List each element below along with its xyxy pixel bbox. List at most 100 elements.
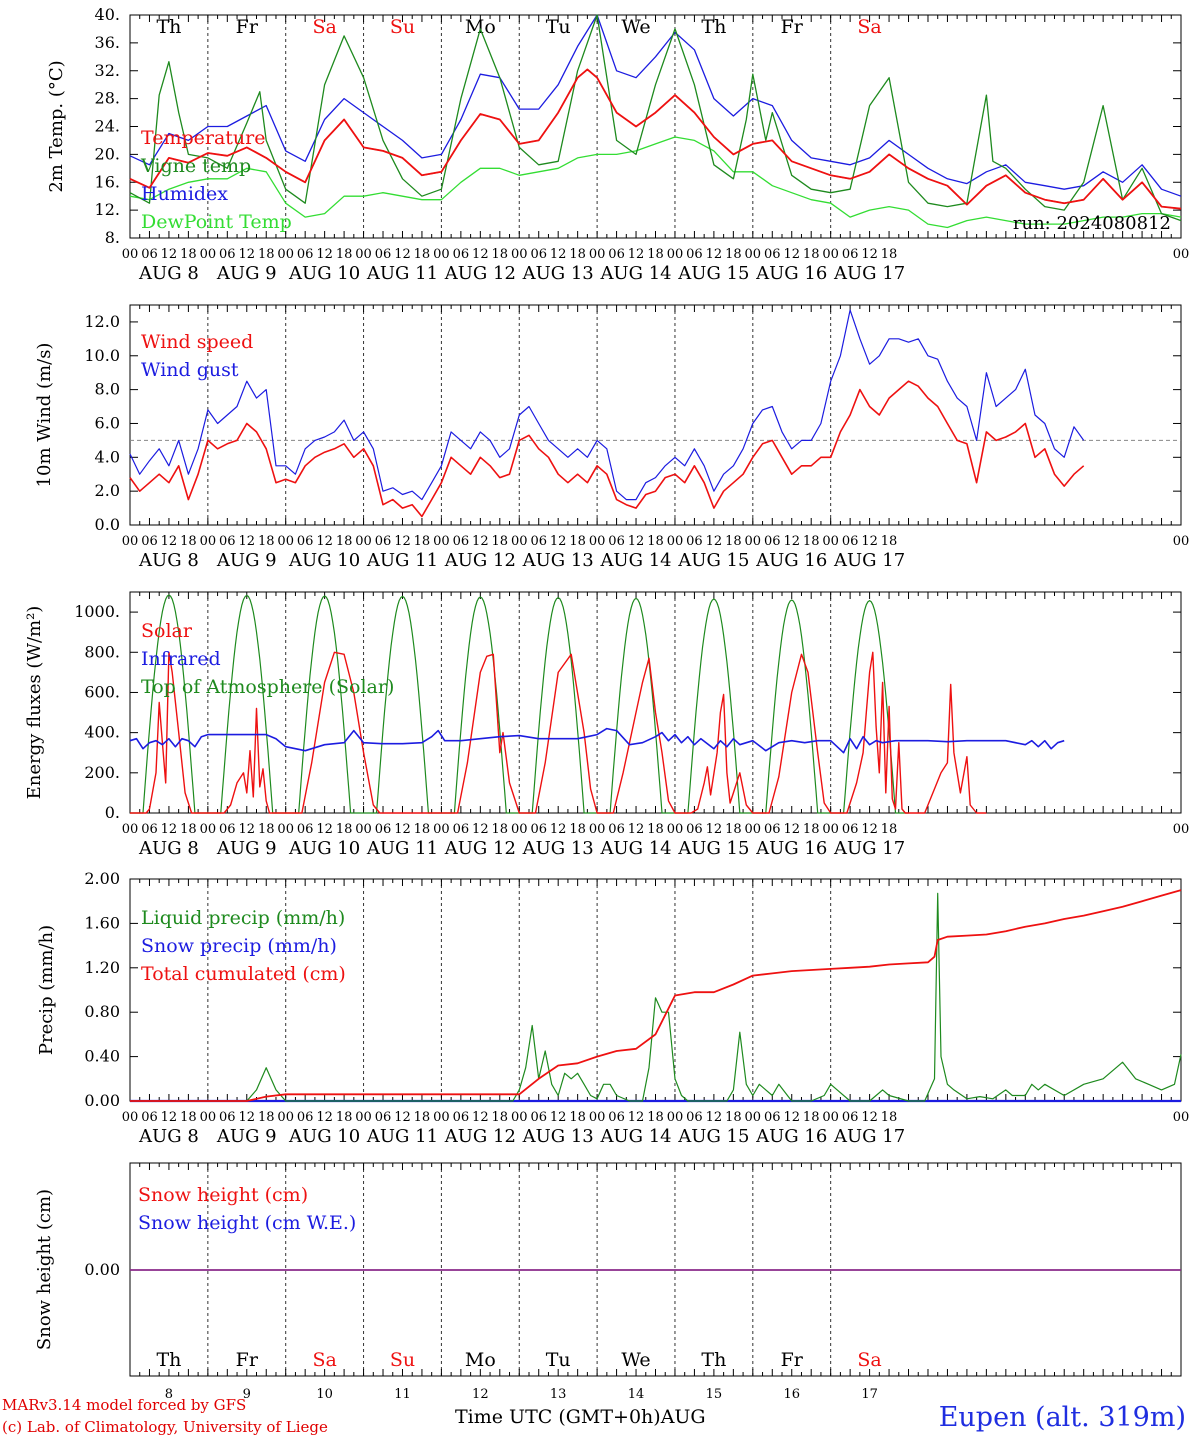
hour-tick-label: 00 [745,247,762,262]
y-tick-label: 0.00 [84,1091,120,1110]
y-tick-label: 0. [105,803,120,822]
date-label: AUG 13 [522,550,594,571]
series-line [129,309,1085,501]
date-label: AUG 17 [833,838,905,859]
hour-tick-label: 00 [433,534,450,549]
legend-entry: Snow precip (mm/h) [141,935,337,957]
hour-tick-label: 12 [861,822,878,837]
date-label: AUG 9 [216,263,277,284]
date-label: AUG 9 [216,838,277,859]
hour-tick-label: 00 [277,534,294,549]
hour-tick-label: 06 [842,822,859,837]
hour-tick-label: 12 [239,534,256,549]
hour-tick-label: 06 [686,822,703,837]
day-number-label: 17 [861,1387,878,1402]
day-name-label: Th [701,16,726,38]
series-line [129,136,1182,229]
hour-tick-label: 00 [822,247,839,262]
hour-tick-label: 06 [297,534,314,549]
hour-tick-label: 06 [764,247,781,262]
date-label: AUG 11 [366,838,438,859]
hour-tick-label: 06 [686,1110,703,1125]
y-tick-label: 16. [95,172,120,191]
hour-tick-label: 06 [375,247,392,262]
y-tick-label: 200. [84,763,120,782]
hour-tick-label: 06 [375,822,392,837]
hour-tick-label: 18 [336,534,353,549]
hour-tick-label: 12 [550,1110,567,1125]
hour-tick-label: 18 [803,1110,820,1125]
day-name-label: Fr [236,1349,259,1371]
legend-entry: Liquid precip (mm/h) [141,907,345,929]
hour-tick-label: 00 [589,247,606,262]
date-label: AUG 14 [599,838,671,859]
hour-tick-label: 06 [453,822,470,837]
day-name-label: Fr [781,16,804,38]
hour-tick-label: 00 [511,534,528,549]
date-label: AUG 11 [366,1126,438,1147]
y-tick-label: 40. [95,5,120,24]
day-name-label: We [621,1349,650,1371]
hour-tick-label: 18 [647,247,664,262]
hour-tick-label: 00 [1173,534,1190,549]
hour-tick-label: 18 [492,1110,509,1125]
y-tick-label: 800. [84,642,120,661]
day-name-label: Mo [465,1349,496,1371]
hour-tick-label: 12 [628,247,645,262]
hour-tick-label: 12 [628,534,645,549]
hour-tick-label: 12 [472,822,489,837]
date-label: AUG 14 [599,263,671,284]
y-tick-label: 1.20 [84,958,120,977]
day-name-label: Tu [546,16,571,38]
y-tick-label: 28. [95,89,120,108]
date-label: AUG 12 [444,263,516,284]
date-label: AUG 15 [677,263,749,284]
run-annotation: run: 2024080812 [1013,213,1171,234]
day-number-label: 14 [628,1387,645,1402]
hour-tick-label: 00 [822,822,839,837]
date-label: AUG 15 [677,550,749,571]
y-tick-label: 0.00 [84,1260,120,1279]
hour-tick-label: 06 [686,247,703,262]
date-label: AUG 13 [522,1126,594,1147]
hour-tick-label: 06 [530,534,547,549]
hour-tick-label: 18 [336,1110,353,1125]
hour-tick-label: 06 [219,822,236,837]
hour-tick-label: 18 [803,534,820,549]
day-name-label: Fr [781,1349,804,1371]
legend-entry: Temperature [141,127,265,149]
hour-tick-label: 06 [530,247,547,262]
date-label: AUG 9 [216,550,277,571]
series-line [130,892,1182,1102]
hour-tick-label: 12 [316,534,333,549]
date-label: AUG 10 [288,263,360,284]
hour-tick-label: 18 [492,534,509,549]
day-name-label: Sa [312,1349,336,1371]
hour-tick-label: 18 [725,534,742,549]
series-line [129,380,1085,518]
hour-tick-label: 00 [122,534,139,549]
hour-tick-label: 12 [628,822,645,837]
day-number-label: 16 [783,1387,800,1402]
hour-tick-label: 06 [764,822,781,837]
date-label: AUG 12 [444,1126,516,1147]
hour-tick-label: 12 [239,247,256,262]
legend-entry: Snow height (cm W.E.) [138,1212,356,1234]
date-label: AUG 16 [755,263,827,284]
hour-tick-label: 18 [647,1110,664,1125]
date-label: AUG 14 [599,1126,671,1147]
y-tick-label: 24. [95,117,120,136]
y-tick-label: 2.0 [95,481,120,500]
date-label: AUG 10 [288,550,360,571]
day-name-label: Su [390,1349,415,1371]
series-line [130,889,1182,1102]
copyright-credit: (c) Lab. of Climatology, University of L… [2,1418,328,1436]
series-line [129,727,1065,754]
y-tick-label: 0.80 [84,1002,120,1021]
hour-tick-label: 12 [239,822,256,837]
y-tick-label: 1.60 [84,913,120,932]
hour-tick-label: 12 [628,1110,645,1125]
y-tick-label: 20. [95,144,120,163]
day-name-label: Tu [546,1349,571,1371]
hour-tick-label: 18 [569,534,586,549]
